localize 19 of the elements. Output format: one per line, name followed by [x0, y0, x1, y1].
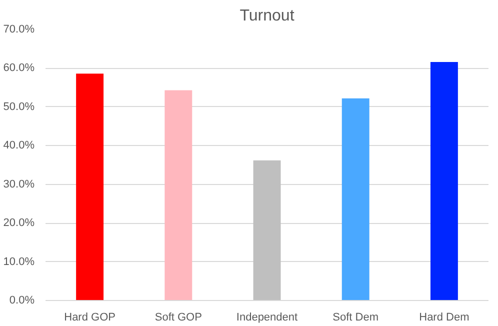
bar [164, 90, 192, 300]
x-tick-label: Soft Dem [332, 312, 379, 324]
bar [342, 98, 370, 300]
bar [430, 62, 458, 300]
y-tick-label: 10.0% [3, 256, 35, 268]
y-tick-label: 50.0% [3, 100, 35, 113]
y-tick-label: 40.0% [3, 140, 35, 152]
x-tick-label: Soft GOP [154, 312, 202, 324]
x-tick-label: Hard Dem [419, 312, 470, 324]
y-tick-label: 0.0% [9, 294, 35, 306]
chart-title: Turnout [240, 8, 295, 24]
bar [253, 160, 281, 300]
x-tick-label: Hard GOP [64, 312, 116, 324]
y-tick-label: 60.0% [3, 62, 35, 74]
y-tick-label: 70.0% [3, 24, 35, 36]
bar [76, 74, 104, 300]
y-tick-label: 20.0% [3, 217, 35, 230]
y-tick-label: 30.0% [3, 178, 35, 190]
x-tick-label: Independent [236, 312, 298, 324]
